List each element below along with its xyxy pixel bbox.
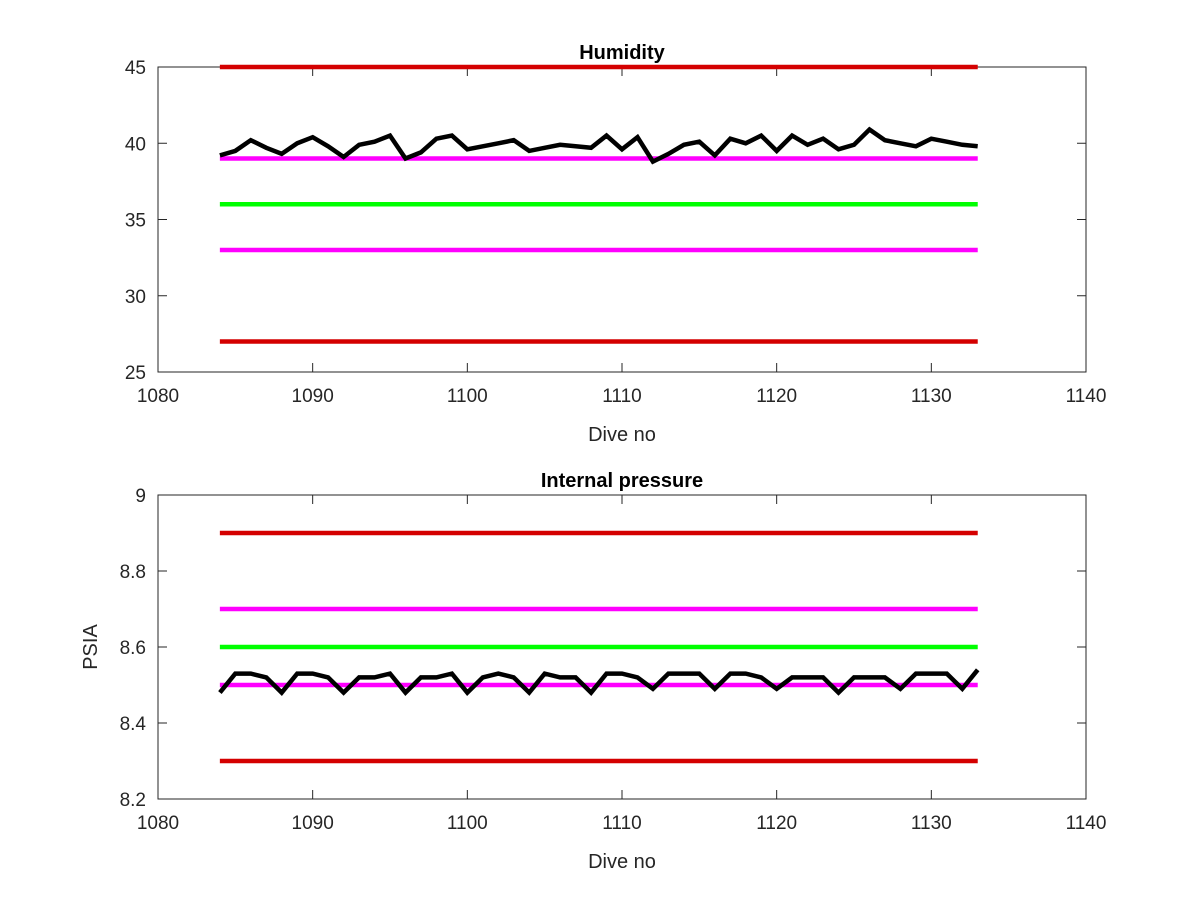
series-line — [218, 668, 980, 696]
x-tick-label: 1140 — [1066, 813, 1107, 834]
y-tick-label: 8.2 — [120, 790, 146, 811]
y-tick-label: 45 — [125, 58, 146, 79]
x-tick-label: 1130 — [911, 386, 952, 407]
x-axis-label: Dive no — [588, 851, 656, 873]
x-tick-label: 1120 — [756, 386, 797, 407]
y-tick-label: 8.4 — [120, 714, 147, 735]
x-tick-label: 1110 — [602, 813, 641, 834]
x-tick-label: 1090 — [292, 386, 334, 407]
x-tick-label: 1120 — [756, 813, 797, 834]
y-tick-label: 8.8 — [120, 562, 146, 583]
chart-title: Humidity — [579, 42, 665, 64]
axes-frame — [157, 66, 1087, 373]
x-tick-label: 1100 — [447, 813, 488, 834]
x-tick-label: 1080 — [137, 386, 179, 407]
y-axis-label: PSIA — [80, 624, 102, 670]
y-tick-label: 40 — [125, 134, 146, 155]
chart-title: Internal pressure — [541, 470, 703, 492]
y-tick-label: 30 — [125, 287, 146, 308]
x-tick-label: 1110 — [602, 386, 641, 407]
y-tick-label: 8.6 — [120, 638, 146, 659]
x-tick-label: 1090 — [292, 813, 334, 834]
x-tick-label: 1100 — [447, 386, 488, 407]
internal-pressure-chart: 1080 1090 1100 1110 1120 1130 1140 8.2 8.4 8.6 8.8… — [80, 470, 1106, 873]
series-line — [219, 126, 978, 165]
y-tick-label: 9 — [135, 486, 146, 507]
humidity-chart: 1080 1090 1100 1110 1120 1130 1140 25 30 35 40 45 Hu… — [125, 42, 1107, 446]
y-tick-label: 25 — [125, 363, 146, 384]
x-tick-label: 1080 — [137, 813, 179, 834]
x-tick-label: 1130 — [911, 813, 952, 834]
y-tick-label: 35 — [125, 211, 146, 232]
x-tick-label: 1140 — [1066, 386, 1107, 407]
x-axis-label: Dive no — [588, 424, 656, 446]
